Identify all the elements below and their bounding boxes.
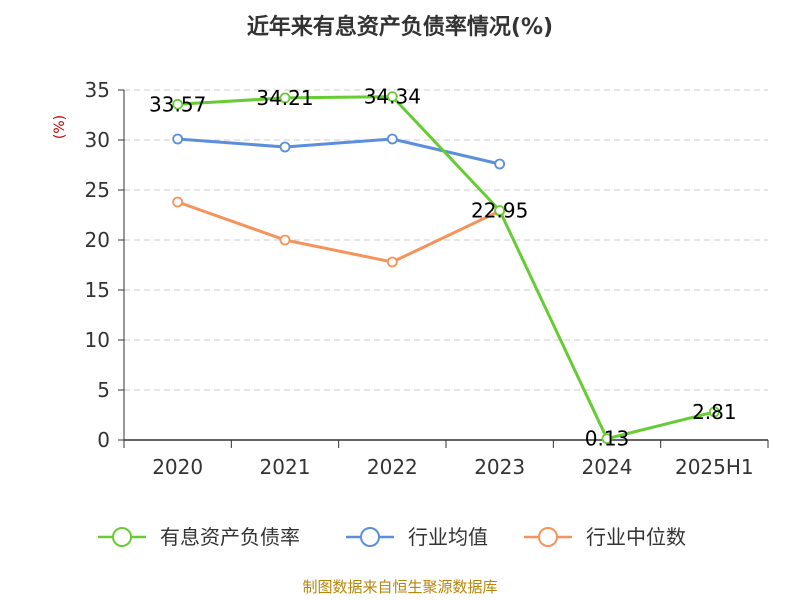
y-tick-label: 25 <box>85 178 110 202</box>
axes: 0 5 10 15 20 25 30 35 2020 2021 2022 2023 2024 2025H1 <box>85 78 769 479</box>
legend-marker <box>360 527 380 547</box>
data-point <box>279 234 291 246</box>
data-point <box>172 133 184 145</box>
gridlines <box>124 89 768 391</box>
data-point <box>172 98 184 110</box>
data-point <box>708 406 720 418</box>
source-note: 制图数据来自恒生聚源数据库 <box>302 578 497 596</box>
legend-label: 行业均值 <box>408 525 488 549</box>
data-point <box>172 196 184 208</box>
y-tick-label: 20 <box>85 228 110 252</box>
legend-marker <box>538 527 558 547</box>
data-point <box>279 141 291 153</box>
legend: 有息资产负债率 行业均值 行业中位数 <box>98 525 686 549</box>
data-point <box>386 91 398 102</box>
series-line <box>177 95 715 441</box>
y-tick-label: 10 <box>85 328 110 352</box>
legend-marker <box>112 527 132 547</box>
data-point <box>601 433 613 445</box>
y-tick-label: 0 <box>97 428 110 452</box>
legend-label: 有息资产负债率 <box>160 525 300 549</box>
data-point <box>279 92 291 104</box>
data-point <box>386 133 398 145</box>
x-tick-label: 2021 <box>260 455 311 479</box>
data-point <box>494 205 506 216</box>
data-labels: 33.57 34.21 34.34 22.95 0.13 2.81 <box>149 85 737 451</box>
chart-title: 近年来有息资产负债率情况(%) <box>247 14 553 40</box>
data-label: 22.95 <box>471 199 528 223</box>
legend-label: 行业中位数 <box>586 525 686 549</box>
y-axis-label: (%) <box>52 115 68 139</box>
x-tick-label: 2022 <box>367 455 418 479</box>
y-tick-label: 5 <box>97 378 110 402</box>
y-tick-label: 15 <box>85 278 110 302</box>
data-label: 33.57 <box>149 92 206 116</box>
data-label: 34.34 <box>364 85 421 109</box>
series-lines <box>172 91 720 445</box>
data-label: 34.21 <box>256 86 313 110</box>
data-label: 2.81 <box>692 400 737 424</box>
x-tick-label: 2020 <box>152 455 203 479</box>
y-tick-label: 35 <box>85 78 110 102</box>
x-tick-label: 2024 <box>582 455 633 479</box>
data-point <box>494 158 506 170</box>
data-label: 0.13 <box>585 427 630 451</box>
data-point <box>386 256 398 268</box>
x-tick-label: 2023 <box>474 455 525 479</box>
x-tick-label: 2025H1 <box>675 455 754 479</box>
y-tick-label: 30 <box>85 128 110 152</box>
series-line <box>177 200 501 264</box>
